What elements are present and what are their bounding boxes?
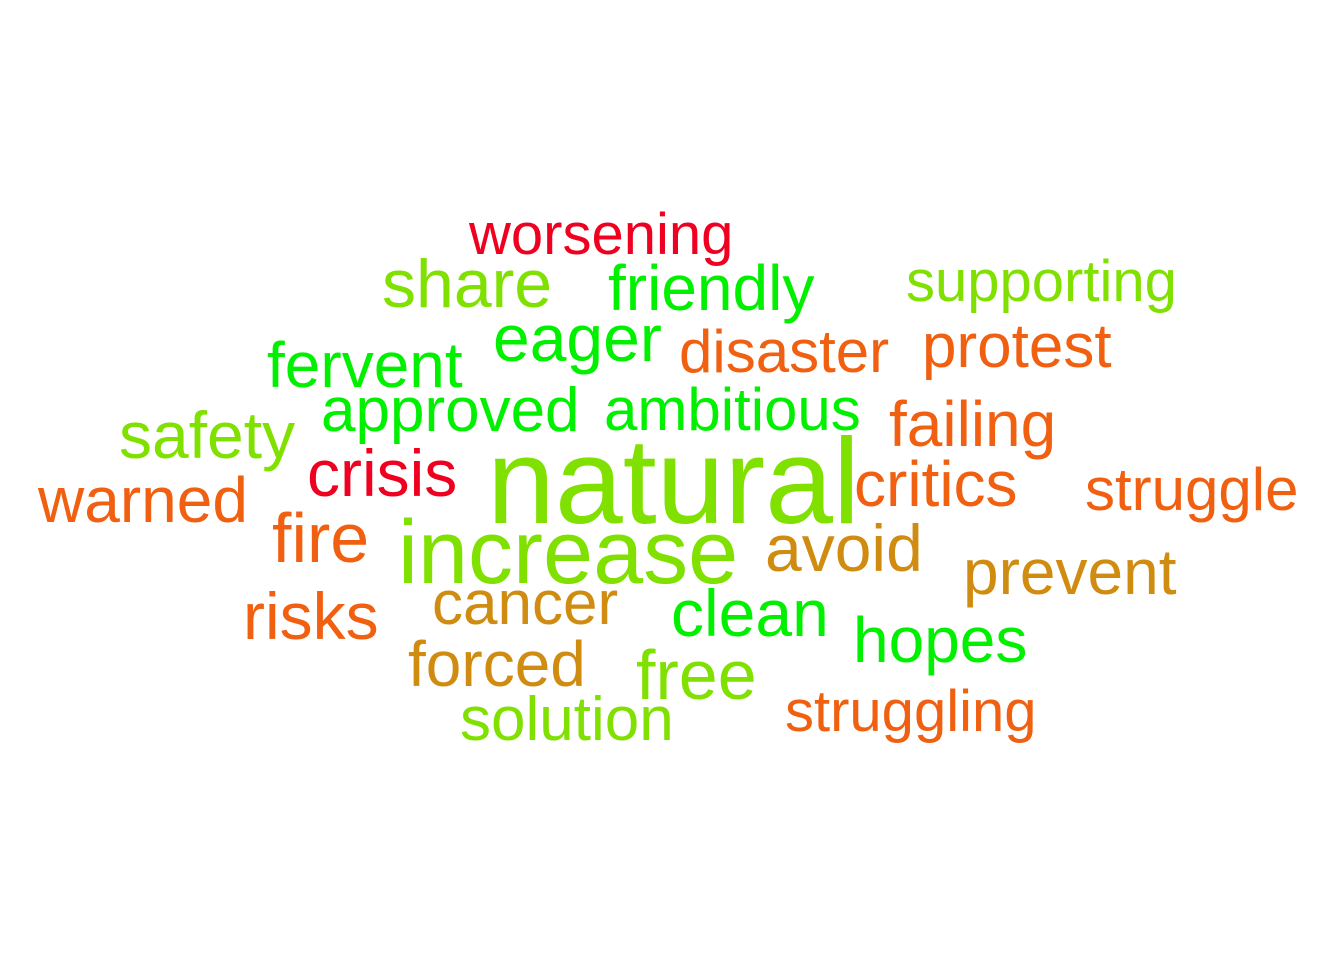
word-disaster: disaster	[679, 318, 890, 385]
word-crisis: crisis	[307, 436, 458, 510]
word-natural: natural	[487, 413, 861, 549]
word-avoid: avoid	[765, 511, 923, 585]
word-critics: critics	[854, 448, 1018, 520]
word-protest: protest	[922, 312, 1112, 381]
word-clean: clean	[671, 576, 829, 650]
word-warned: warned	[38, 464, 248, 536]
word-safety: safety	[119, 398, 296, 472]
word-struggling: struggling	[785, 679, 1037, 744]
word-worsening: worsening	[469, 202, 734, 267]
word-friendly: friendly	[608, 252, 815, 324]
word-fire: fire	[272, 499, 370, 577]
word-approved: approved	[321, 376, 580, 445]
word-forced: forced	[408, 628, 586, 700]
word-fervent: fervent	[267, 329, 463, 401]
word-share: share	[382, 246, 553, 322]
word-solution: solution	[460, 685, 674, 754]
word-eager: eager	[493, 301, 662, 375]
word-prevent: prevent	[963, 536, 1177, 608]
word-hopes: hopes	[853, 604, 1028, 676]
word-struggle: struggle	[1085, 456, 1299, 523]
word-increase: increase	[398, 503, 739, 603]
word-cancer: cancer	[432, 569, 619, 638]
word-failing: failing	[889, 388, 1057, 460]
word-ambitious: ambitious	[604, 376, 861, 443]
word-risks: risks	[243, 579, 379, 653]
word-free: free	[636, 636, 757, 714]
word-supporting: supporting	[906, 249, 1177, 314]
